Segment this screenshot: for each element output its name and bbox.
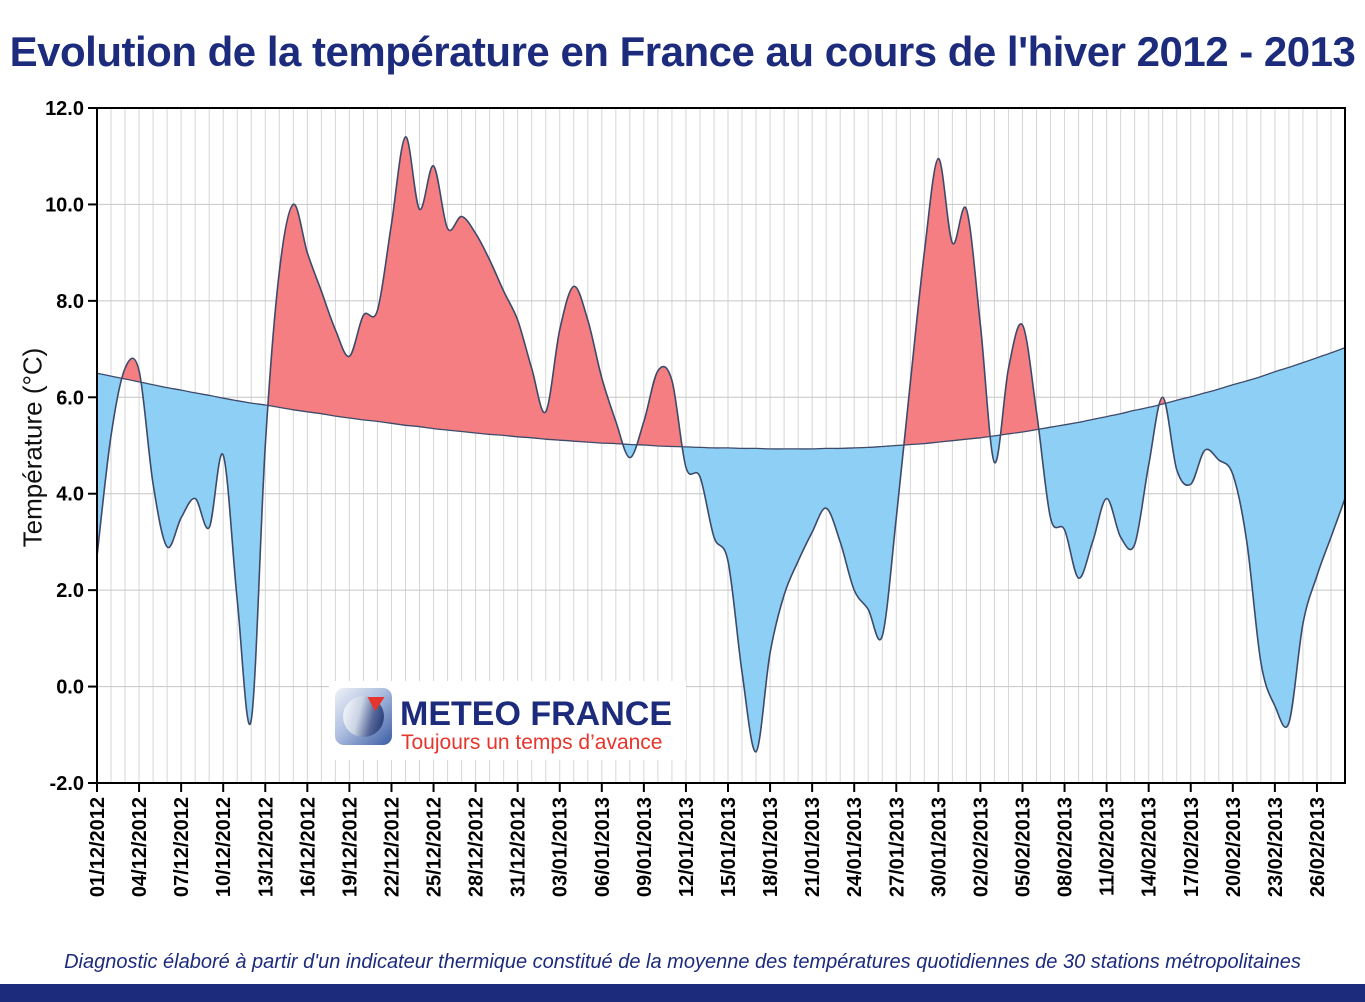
x-tick-label: 10/12/2012	[213, 797, 235, 897]
footer-note: Diagnostic élaboré à partir d'un indicat…	[64, 951, 1301, 973]
logo-tagline: Toujours un temps d’avance	[401, 731, 663, 754]
plot-background	[97, 108, 1345, 783]
y-tick-label: 0.0	[56, 677, 84, 699]
plot-frame	[96, 107, 1346, 784]
x-tick-label: 24/01/2013	[844, 797, 866, 897]
logo-brand-name: METEO FRANCE	[400, 695, 672, 733]
x-tick-label: 01/12/2012	[87, 797, 109, 897]
x-tick-label: 21/01/2013	[802, 797, 824, 897]
x-tick-label: 27/01/2013	[886, 797, 908, 897]
x-tick-label: 16/12/2012	[297, 797, 319, 897]
x-tick-label: 30/01/2013	[928, 797, 950, 897]
y-tick-label: -2.0	[50, 773, 84, 795]
x-tick-label: 13/12/2012	[255, 797, 277, 897]
observed-curve	[96, 136, 1346, 753]
x-tick-label: 23/02/2013	[1265, 797, 1287, 897]
y-tick-label: 2.0	[56, 580, 84, 602]
y-tick-label: 10.0	[45, 194, 84, 216]
x-tick-label: 26/02/2013	[1307, 797, 1329, 897]
meteo-france-logo: METEO FRANCE Toujours un temps d’avance	[329, 681, 686, 760]
x-tick-label: 02/02/2013	[970, 797, 992, 897]
x-tick-label: 18/01/2013	[760, 797, 782, 897]
area-above-normal	[97, 136, 1345, 449]
meteo-france-globe-icon	[335, 688, 392, 745]
x-tick-label: 25/12/2012	[424, 797, 446, 897]
x-tick-label: 06/01/2013	[592, 797, 614, 897]
x-tick-label: 17/02/2013	[1181, 797, 1203, 897]
x-tick-label: 04/12/2012	[129, 797, 151, 897]
x-tick-label: 28/12/2012	[466, 797, 488, 897]
bottom-bar	[0, 984, 1365, 1002]
x-tick-label: 11/02/2013	[1097, 797, 1119, 896]
x-tick-label: 20/02/2013	[1223, 797, 1245, 897]
x-tick-label: 19/12/2012	[339, 797, 361, 897]
x-tick-label: 12/01/2013	[676, 797, 698, 897]
normal-curve	[96, 346, 1346, 450]
page-title: Evolution de la température en France au…	[9, 28, 1356, 75]
x-tick-label: 31/12/2012	[508, 797, 530, 897]
x-tick-label: 05/02/2013	[1012, 797, 1034, 897]
y-tick-label: 12.0	[45, 98, 84, 120]
x-tick-label: 03/01/2013	[550, 797, 572, 897]
y-tick-label: 8.0	[56, 291, 84, 313]
x-tick-label: 07/12/2012	[171, 797, 193, 897]
x-tick-label: 22/12/2012	[381, 797, 403, 897]
globe-sphere	[343, 696, 384, 737]
x-tick-label: 14/02/2013	[1139, 797, 1161, 897]
x-tick-label: 09/01/2013	[634, 797, 656, 897]
y-tick-label: 4.0	[56, 484, 84, 506]
x-tick-label: 15/01/2013	[718, 797, 740, 897]
y-axis-title: Température (°C)	[17, 347, 48, 548]
y-tick-label: 6.0	[56, 387, 84, 409]
x-tick-label: 08/02/2013	[1055, 797, 1077, 897]
